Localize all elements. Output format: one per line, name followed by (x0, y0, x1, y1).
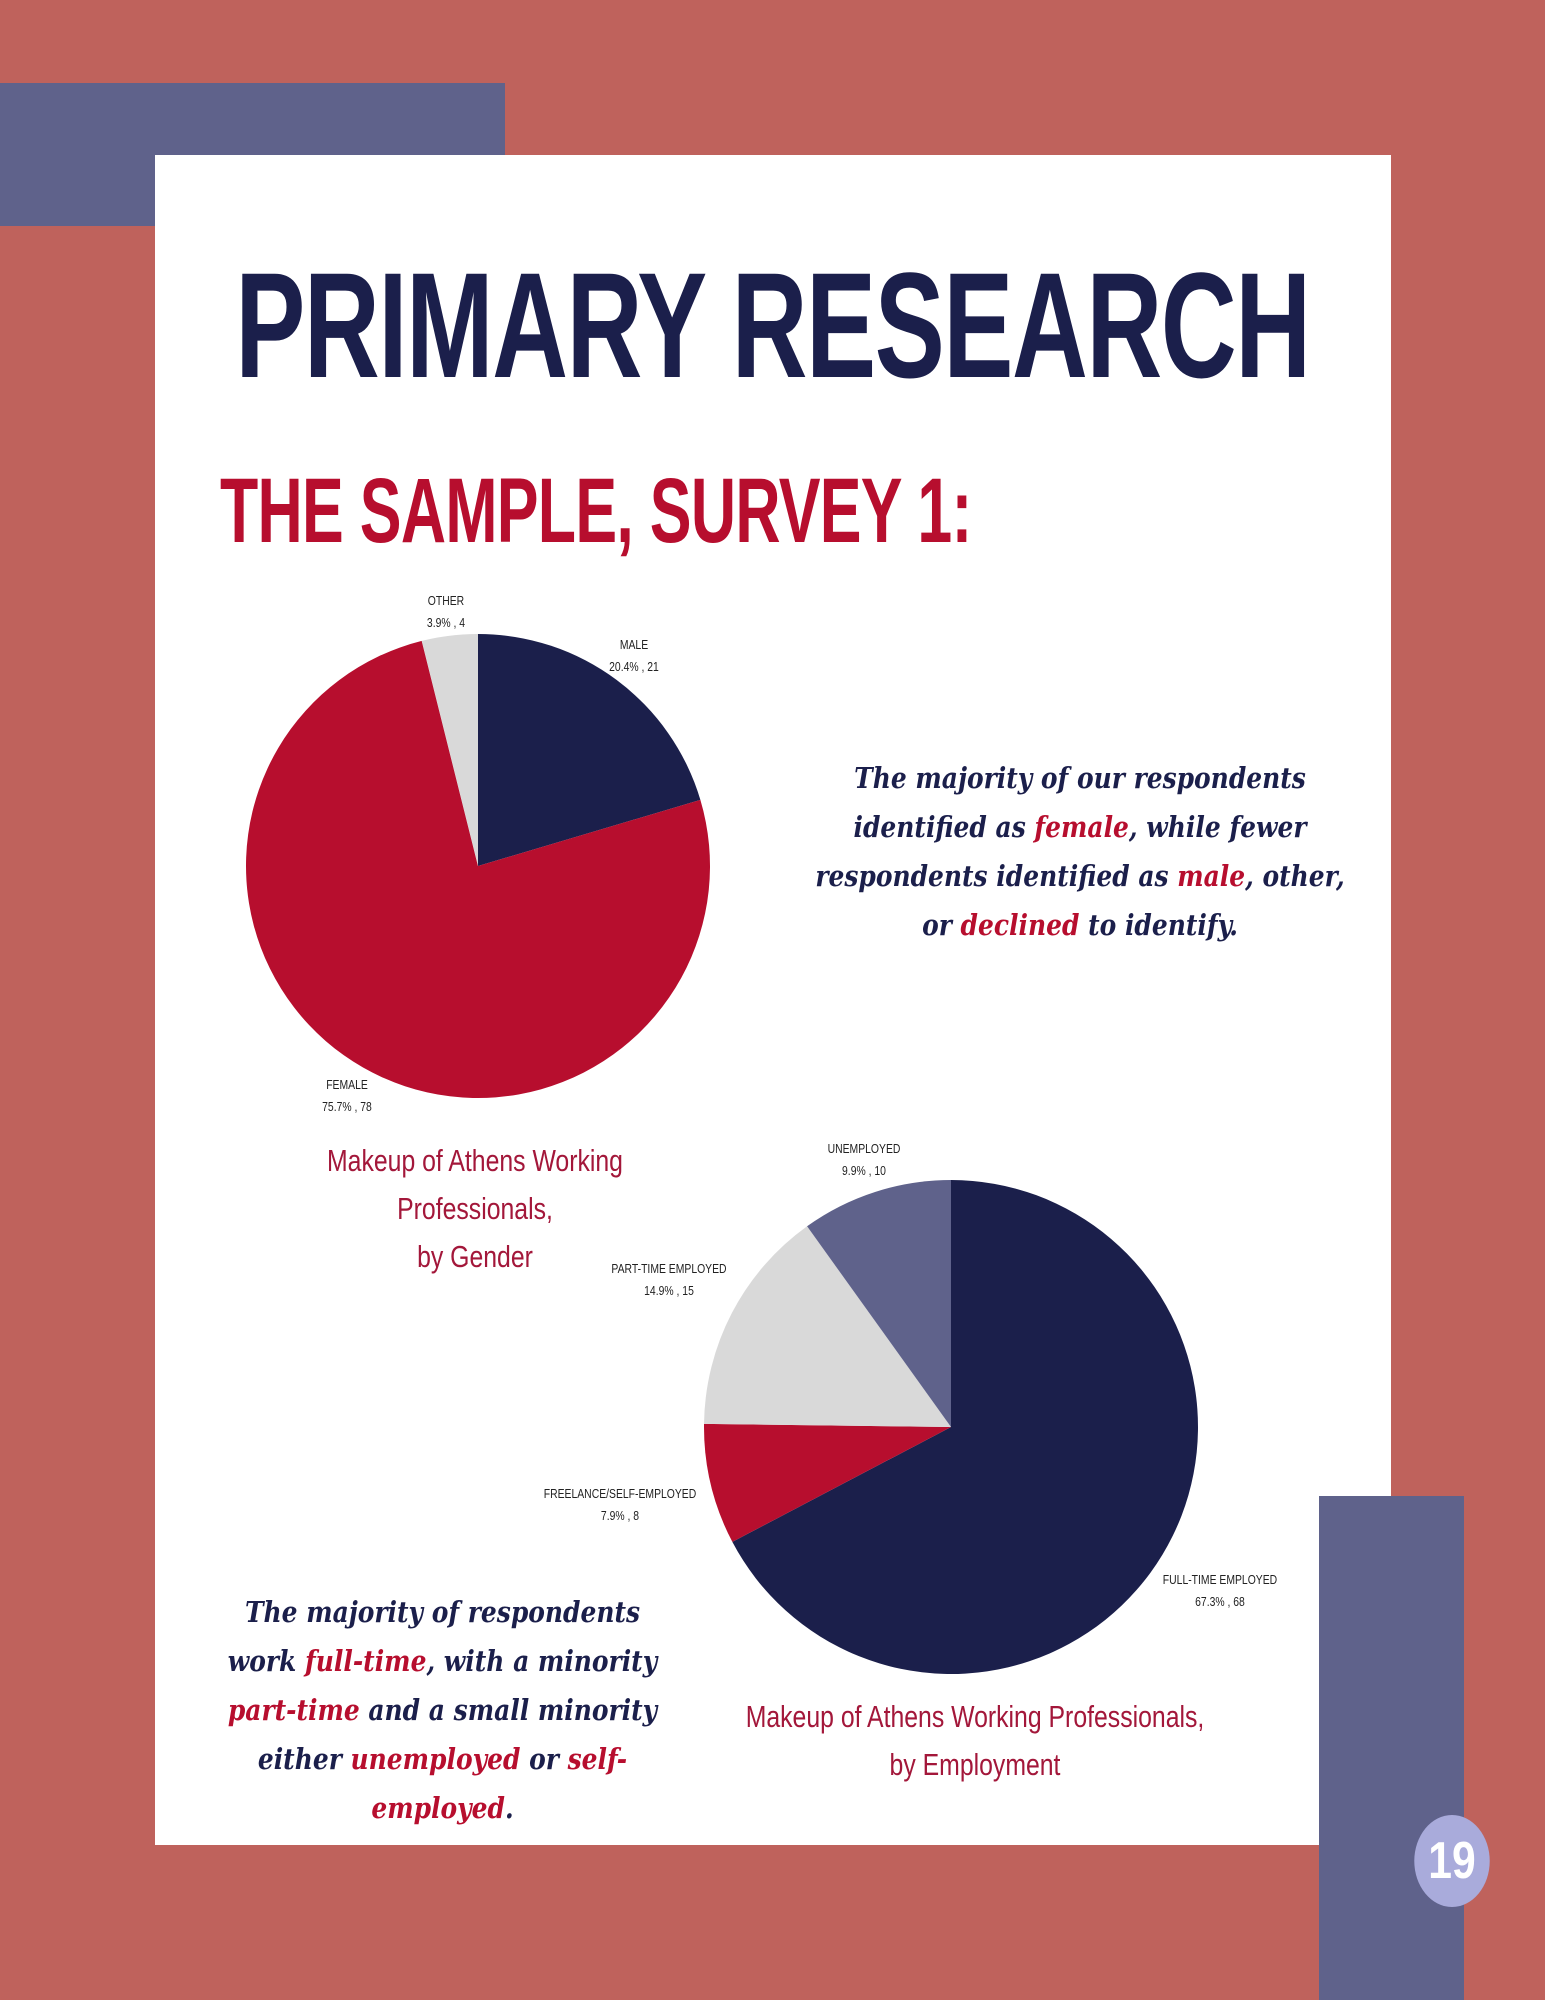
note-text: , other, or (922, 859, 1345, 942)
slice-label-male: MALE (620, 638, 648, 652)
note-highlight: part-time (227, 1693, 360, 1727)
note-highlight: male (1177, 859, 1246, 893)
gender-chart-caption: Makeup of Athens Working Professionals, … (263, 1137, 687, 1281)
gender-summary-note: The majority of our respondents identifi… (813, 754, 1346, 950)
note-text: The majority of our respondents identifi… (853, 761, 1306, 844)
note-highlight: self-employed (371, 1742, 628, 1825)
pie-slice-other (421, 634, 478, 866)
note-text: , with a minority (426, 1644, 658, 1678)
note-text: and a small minority either (257, 1693, 658, 1776)
pie-slice-unemployed (807, 1180, 951, 1427)
note-text: The majority of respondents work (227, 1595, 641, 1678)
slice-value-label-full-time-employed: 67.3% , 68 (1195, 1595, 1245, 1609)
slice-label-freelance-self-employed: FREELANCE/SELF-EMPLOYED (544, 1487, 696, 1501)
pie-slice-part-time-employed (704, 1226, 951, 1427)
note-text: , while fewer respondents identified as (815, 810, 1307, 893)
pie-slice-full-time-employed (732, 1180, 1198, 1675)
note-text: . (504, 1791, 514, 1825)
slice-label-unemployed: UNEMPLOYED (828, 1142, 901, 1156)
decorative-bar-bottom (1319, 1496, 1464, 2000)
slice-label-female: FEMALE (326, 1078, 368, 1092)
slice-value-label-other: 3.9% , 4 (427, 616, 466, 630)
note-text: to identify. (1079, 908, 1238, 942)
slice-label-full-time-employed: FULL-TIME EMPLOYED (1163, 1573, 1277, 1587)
gender-caption-line1: Makeup of Athens Working Professionals, (327, 1143, 623, 1226)
section-subtitle: THE SAMPLE, SURVEY 1: (220, 460, 972, 562)
slice-value-label-freelance-self-employed: 7.9% , 8 (601, 1509, 640, 1523)
note-highlight: female (1034, 810, 1129, 844)
slice-label-other: OTHER (428, 594, 464, 608)
page-number-badge: 19 (1414, 1815, 1490, 1907)
pie-slice-freelance-self-employed (704, 1423, 951, 1542)
slice-value-label-unemployed: 9.9% , 10 (842, 1164, 886, 1178)
employment-summary-note: The majority of respondents work full-ti… (208, 1588, 677, 1833)
employment-chart-caption: Makeup of Athens Working Professionals, … (743, 1693, 1207, 1789)
employment-pie-chart: FULL-TIME EMPLOYED 67.3% , 68 FREELANCE/SE… (544, 1142, 1277, 1675)
employment-caption-line1: Makeup of Athens Working Professionals, (745, 1699, 1205, 1734)
gender-caption-line2: by Gender (417, 1239, 533, 1274)
slice-value-label-female: 75.7% , 78 (322, 1100, 372, 1114)
employment-caption-line2: by Employment (889, 1747, 1061, 1782)
note-text: or (520, 1742, 568, 1776)
note-highlight: full-time (305, 1644, 427, 1678)
pie-slice-male (478, 634, 701, 866)
note-highlight: unemployed (350, 1742, 521, 1776)
page-title: PRIMARY RESEARCH (235, 241, 1311, 409)
note-highlight: declined (960, 908, 1080, 942)
slice-label-part-time-employed: PART-TIME EMPLOYED (611, 1262, 726, 1276)
slice-value-label-part-time-employed: 14.9% , 15 (644, 1284, 694, 1298)
slice-value-label-male: 20.4% , 21 (609, 660, 659, 674)
pie-slice-female (246, 640, 710, 1098)
gender-pie-chart: MALE 20.4% , 21 FEMALE 75.7% , 78 OTHER 3.9% … (246, 594, 710, 1114)
